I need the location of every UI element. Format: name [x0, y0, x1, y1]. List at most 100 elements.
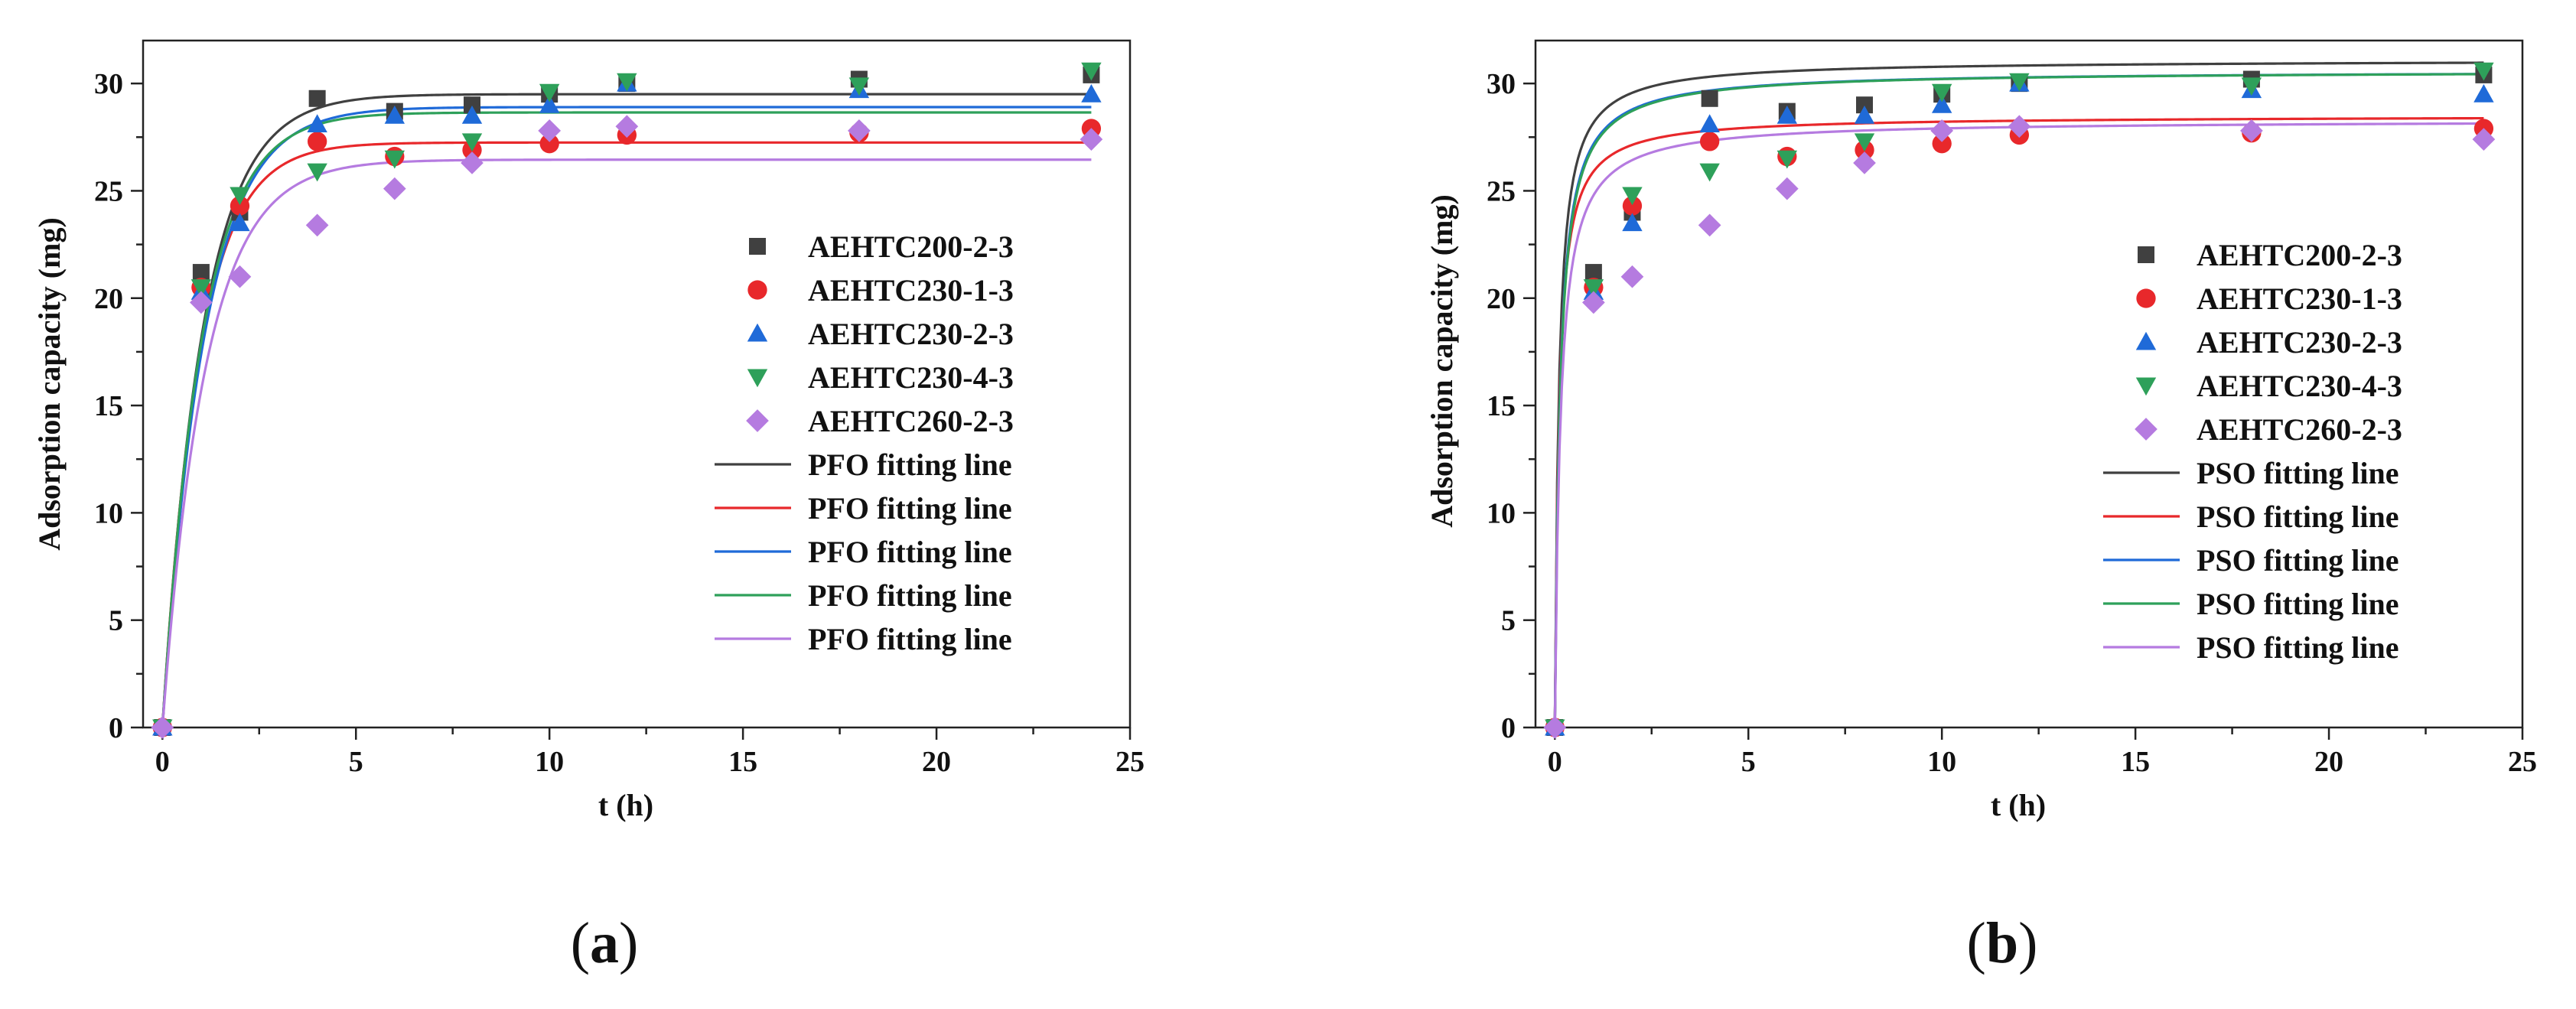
y-tick-label: 10 — [94, 497, 123, 529]
y-tick-label: 20 — [1487, 283, 1516, 315]
x-tick-label: 5 — [349, 746, 363, 778]
x-tick-label: 20 — [2314, 746, 2343, 778]
y-axis-title: Adsorption capacity (mg) — [1425, 194, 1459, 528]
legend-label: AEHTC230-4-3 — [2197, 369, 2402, 403]
data-point — [307, 132, 327, 151]
x-tick-label: 10 — [535, 746, 564, 778]
data-point — [1930, 119, 1954, 142]
data-point — [191, 279, 212, 298]
legend-label: PFO fitting line — [808, 578, 1012, 613]
legend-label: AEHTC230-4-3 — [808, 360, 1014, 395]
legend-label: AEHTC260-2-3 — [2197, 412, 2402, 447]
legend-label: PFO fitting line — [808, 491, 1012, 526]
y-tick-label: 20 — [94, 283, 123, 315]
legend-marker — [2135, 418, 2158, 441]
x-tick-label: 5 — [1741, 746, 1756, 778]
data-point — [615, 115, 639, 138]
legend-label: PSO fitting line — [2197, 500, 2399, 534]
fit-line — [1553, 61, 2484, 728]
data-points — [1543, 62, 2496, 739]
data-point — [2473, 83, 2494, 103]
data-point — [228, 265, 252, 288]
data-point — [1775, 177, 1799, 200]
data-points — [151, 62, 1103, 739]
legend-label: AEHTC230-1-3 — [808, 273, 1014, 308]
legend-marker — [2138, 246, 2154, 263]
legend-label: AEHTC200-2-3 — [2197, 238, 2402, 272]
data-point — [1699, 132, 1720, 151]
data-point — [2009, 73, 2030, 92]
y-tick-label: 30 — [1487, 68, 1516, 100]
data-point — [1931, 94, 1952, 113]
data-point — [1932, 134, 1952, 154]
data-point — [151, 716, 174, 739]
y-tick-label: 5 — [1501, 605, 1516, 637]
data-point — [383, 177, 406, 200]
data-point — [1622, 196, 1643, 216]
data-point — [1854, 106, 1875, 124]
y-tick-label: 0 — [109, 712, 123, 744]
data-point — [1622, 187, 1643, 206]
legend-marker — [749, 238, 766, 255]
legend: AEHTC200-2-3 AEHTC230-1-3 AEHTC230-2-3 AEHT… — [715, 229, 1014, 656]
y-tick-label: 30 — [94, 68, 123, 100]
data-point — [190, 291, 213, 314]
data-point — [538, 119, 562, 142]
legend-marker — [2135, 377, 2157, 396]
data-point — [1081, 83, 1102, 103]
legend-label: AEHTC230-2-3 — [2197, 325, 2402, 360]
data-point — [384, 150, 405, 169]
data-point — [1698, 213, 1721, 237]
data-point — [461, 106, 483, 124]
data-point — [2473, 62, 2494, 81]
legend-label: AEHTC260-2-3 — [808, 404, 1014, 438]
legend-label: PSO fitting line — [2197, 456, 2399, 490]
data-point — [1853, 151, 1876, 174]
data-point — [2240, 119, 2263, 142]
legend-label: PFO fitting line — [808, 622, 1012, 656]
axis-ticks: 0 5 10 15 20 25 0 5 10 15 20 25 30 — [94, 68, 1145, 778]
legend-marker — [747, 323, 768, 342]
data-point — [307, 163, 327, 182]
legend-marker — [2135, 331, 2157, 350]
data-point — [1776, 150, 1798, 169]
y-axis-title: Adsorption capacity (mg) — [32, 217, 67, 551]
x-tick-label: 0 — [155, 746, 170, 778]
data-point — [308, 90, 326, 107]
x-axis-title: t (h) — [1991, 788, 2046, 822]
caption-letter-a: a — [590, 911, 619, 975]
y-tick-label: 15 — [94, 390, 123, 422]
data-point — [539, 83, 560, 103]
data-point — [461, 151, 484, 174]
data-point — [230, 213, 250, 232]
y-tick-label: 15 — [1487, 390, 1516, 422]
data-point — [1931, 83, 1952, 103]
x-tick-label: 10 — [1927, 746, 1956, 778]
data-point — [464, 96, 480, 114]
data-point — [384, 106, 405, 124]
data-point — [1582, 291, 1605, 314]
y-tick-label: 0 — [1501, 712, 1516, 744]
data-point — [2472, 128, 2496, 151]
data-point — [617, 73, 637, 92]
data-point — [539, 134, 559, 154]
legend-label: AEHTC230-1-3 — [2197, 282, 2402, 316]
legend-label: AEHTC230-2-3 — [808, 317, 1014, 351]
legend-label: AEHTC200-2-3 — [808, 229, 1014, 264]
x-tick-label: 25 — [2508, 746, 2537, 778]
panel-caption-a: (a) — [571, 911, 639, 975]
data-point — [2241, 77, 2262, 96]
data-point — [848, 77, 870, 96]
legend-label: PSO fitting line — [2197, 543, 2399, 578]
data-point — [230, 196, 250, 216]
data-point — [539, 94, 560, 113]
data-point — [1701, 90, 1718, 107]
data-point — [1584, 264, 1602, 282]
data-point — [461, 133, 483, 152]
data-point — [1776, 106, 1798, 124]
legend-marker — [2136, 288, 2156, 308]
panel-caption-b: (b) — [1967, 911, 2038, 975]
